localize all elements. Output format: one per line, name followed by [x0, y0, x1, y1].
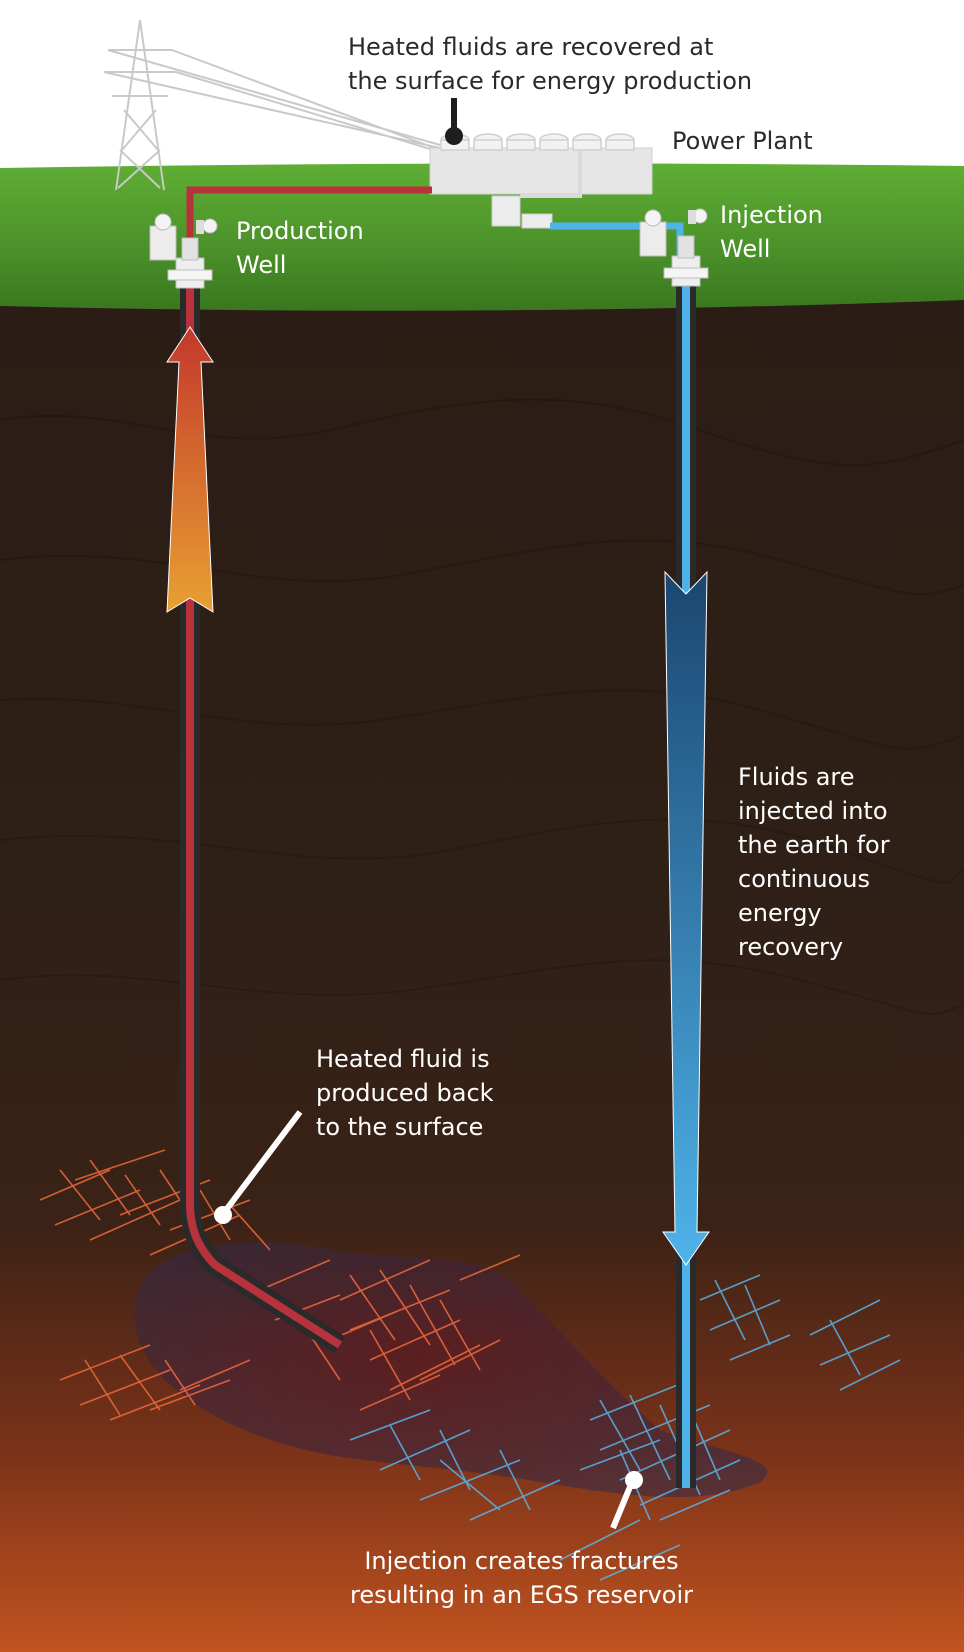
- produced-fluid-label: Heated fluid is produced back to the sur…: [316, 1045, 494, 1141]
- surface-callout-label: Heated fluids are recovered at the surfa…: [348, 33, 753, 95]
- power-plant-label: Power Plant: [672, 127, 813, 155]
- injection-flow-arrow: [662, 570, 710, 1266]
- production-surface-pipe: [186, 186, 432, 258]
- transmission-tower-icon: [103, 19, 441, 191]
- produced-fluid-pointer: [214, 1110, 303, 1224]
- wellhead-valve-icon: [149, 213, 218, 289]
- reservoir-pointer: [610, 1471, 643, 1530]
- hot-fractures: [39, 1149, 521, 1421]
- injection-well-label: Injection Well: [720, 201, 823, 263]
- wellhead-valve-icon: [639, 208, 709, 287]
- reservoir-label: Injection creates fractures resulting in…: [350, 1547, 693, 1609]
- production-well-fluid: [186, 280, 343, 1349]
- production-well-label: Production Well: [236, 217, 364, 279]
- grass: [0, 163, 964, 311]
- production-flow-arrow: [166, 326, 214, 613]
- power-plant-icon: [429, 133, 653, 229]
- injected-fluids-label: Fluids are injected into the earth for c…: [738, 763, 890, 961]
- surface-callout-pointer: [445, 98, 463, 145]
